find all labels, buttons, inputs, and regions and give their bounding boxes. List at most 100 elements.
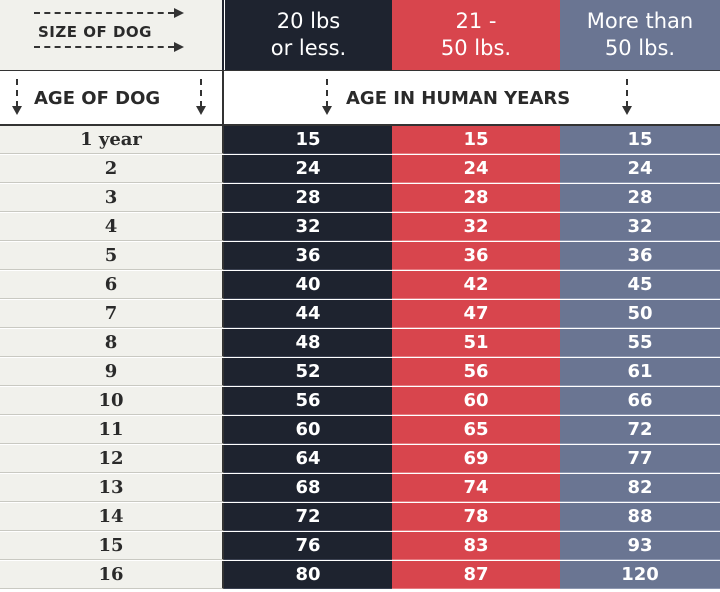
table-row: 3 28 28 28 xyxy=(0,184,720,213)
dog-age-cell: 11 xyxy=(0,416,224,444)
small-dog-human-age-cell: 80 xyxy=(224,561,392,589)
medium-dog-human-age-cell: 47 xyxy=(392,300,560,328)
table-row: 10 56 60 66 xyxy=(0,387,720,416)
table-row: 16 80 87 120 xyxy=(0,561,720,590)
medium-dog-human-age-cell: 28 xyxy=(392,184,560,212)
table-row: 6 40 42 45 xyxy=(0,271,720,300)
large-dog-human-age-cell: 88 xyxy=(560,503,720,531)
age-in-human-years-label: AGE IN HUMAN YEARS xyxy=(346,88,571,109)
medium-dog-human-age-cell: 87 xyxy=(392,561,560,589)
medium-dog-human-age-cell: 36 xyxy=(392,242,560,270)
small-dog-human-age-cell: 76 xyxy=(224,532,392,560)
small-dog-human-age-cell: 40 xyxy=(224,271,392,299)
dog-age-cell: 8 xyxy=(0,329,224,357)
large-dog-human-age-cell: 32 xyxy=(560,213,720,241)
size-of-dog-label: SIZE OF DOG xyxy=(38,23,152,41)
small-dog-human-age-cell: 56 xyxy=(224,387,392,415)
table-row: 4 32 32 32 xyxy=(0,213,720,242)
small-dog-human-age-cell: 60 xyxy=(224,416,392,444)
medium-dog-column-header: 21 - 50 lbs. xyxy=(392,0,560,70)
table-row: 2 24 24 24 xyxy=(0,155,720,184)
large-dog-human-age-cell: 24 xyxy=(560,155,720,183)
dog-age-cell: 10 xyxy=(0,387,224,415)
right-arrow-icon xyxy=(34,42,184,52)
dog-age-cell: 7 xyxy=(0,300,224,328)
large-dog-column-header: More than 50 lbs. xyxy=(560,0,720,70)
small-dog-human-age-cell: 52 xyxy=(224,358,392,386)
small-dog-human-age-cell: 48 xyxy=(224,329,392,357)
medium-dog-human-age-cell: 65 xyxy=(392,416,560,444)
dog-age-cell: 1 year xyxy=(0,126,224,154)
medium-dog-human-age-cell: 32 xyxy=(392,213,560,241)
age-in-human-years-header: AGE IN HUMAN YEARS xyxy=(224,70,720,126)
dog-age-cell: 2 xyxy=(0,155,224,183)
dog-age-cell: 4 xyxy=(0,213,224,241)
table-row: 5 36 36 36 xyxy=(0,242,720,271)
medium-dog-human-age-cell: 42 xyxy=(392,271,560,299)
large-dog-header-line2: 50 lbs. xyxy=(604,36,676,60)
medium-dog-human-age-cell: 83 xyxy=(392,532,560,560)
medium-dog-header-line1: 21 - xyxy=(455,9,497,33)
down-arrow-icon xyxy=(196,79,206,115)
large-dog-human-age-cell: 61 xyxy=(560,358,720,386)
medium-dog-human-age-cell: 24 xyxy=(392,155,560,183)
dog-age-cell: 9 xyxy=(0,358,224,386)
table-row: 9 52 56 61 xyxy=(0,358,720,387)
medium-dog-human-age-cell: 74 xyxy=(392,474,560,502)
medium-dog-human-age-cell: 69 xyxy=(392,445,560,473)
table-row: 8 48 51 55 xyxy=(0,329,720,358)
small-dog-human-age-cell: 64 xyxy=(224,445,392,473)
small-dog-human-age-cell: 32 xyxy=(224,213,392,241)
dog-age-cell: 3 xyxy=(0,184,224,212)
large-dog-human-age-cell: 36 xyxy=(560,242,720,270)
dog-age-cell: 6 xyxy=(0,271,224,299)
small-dog-human-age-cell: 68 xyxy=(224,474,392,502)
large-dog-human-age-cell: 15 xyxy=(560,126,720,154)
medium-dog-human-age-cell: 60 xyxy=(392,387,560,415)
small-dog-header-line2: or less. xyxy=(270,36,347,60)
large-dog-header-line1: More than xyxy=(586,9,694,33)
large-dog-human-age-cell: 66 xyxy=(560,387,720,415)
dog-age-cell: 15 xyxy=(0,532,224,560)
large-dog-human-age-cell: 82 xyxy=(560,474,720,502)
medium-dog-header-line2: 50 lbs. xyxy=(440,36,512,60)
small-dog-human-age-cell: 28 xyxy=(224,184,392,212)
large-dog-human-age-cell: 93 xyxy=(560,532,720,560)
age-of-dog-header: AGE OF DOG xyxy=(0,70,224,126)
large-dog-human-age-cell: 28 xyxy=(560,184,720,212)
down-arrow-icon xyxy=(622,79,632,115)
small-dog-column-header: 20 lbs or less. xyxy=(225,0,392,70)
large-dog-human-age-cell: 77 xyxy=(560,445,720,473)
large-dog-human-age-cell: 50 xyxy=(560,300,720,328)
table-row: 1 year 15 15 15 xyxy=(0,126,720,155)
right-arrow-icon xyxy=(34,8,184,18)
dog-age-cell: 13 xyxy=(0,474,224,502)
age-of-dog-label: AGE OF DOG xyxy=(34,88,161,109)
size-of-dog-header: SIZE OF DOG xyxy=(0,0,224,70)
table-row: 13 68 74 82 xyxy=(0,474,720,503)
table-row: 11 60 65 72 xyxy=(0,416,720,445)
dog-age-cell: 12 xyxy=(0,445,224,473)
small-dog-human-age-cell: 44 xyxy=(224,300,392,328)
small-dog-human-age-cell: 15 xyxy=(224,126,392,154)
medium-dog-human-age-cell: 51 xyxy=(392,329,560,357)
small-dog-human-age-cell: 72 xyxy=(224,503,392,531)
down-arrow-icon xyxy=(322,79,332,115)
small-dog-human-age-cell: 36 xyxy=(224,242,392,270)
dog-age-cell: 14 xyxy=(0,503,224,531)
table-row: 15 76 83 93 xyxy=(0,532,720,561)
table-row: 14 72 78 88 xyxy=(0,503,720,532)
medium-dog-human-age-cell: 78 xyxy=(392,503,560,531)
dog-age-cell: 16 xyxy=(0,561,224,589)
large-dog-human-age-cell: 55 xyxy=(560,329,720,357)
large-dog-human-age-cell: 120 xyxy=(560,561,720,589)
large-dog-human-age-cell: 72 xyxy=(560,416,720,444)
age-table-body: 1 year 15 15 15 2 24 24 24 3 28 28 28 4 32 32 32 5 36 36 36… xyxy=(0,126,720,590)
medium-dog-human-age-cell: 15 xyxy=(392,126,560,154)
large-dog-human-age-cell: 45 xyxy=(560,271,720,299)
table-row: 12 64 69 77 xyxy=(0,445,720,474)
dog-age-cell: 5 xyxy=(0,242,224,270)
table-row: 7 44 47 50 xyxy=(0,300,720,329)
down-arrow-icon xyxy=(12,79,22,115)
